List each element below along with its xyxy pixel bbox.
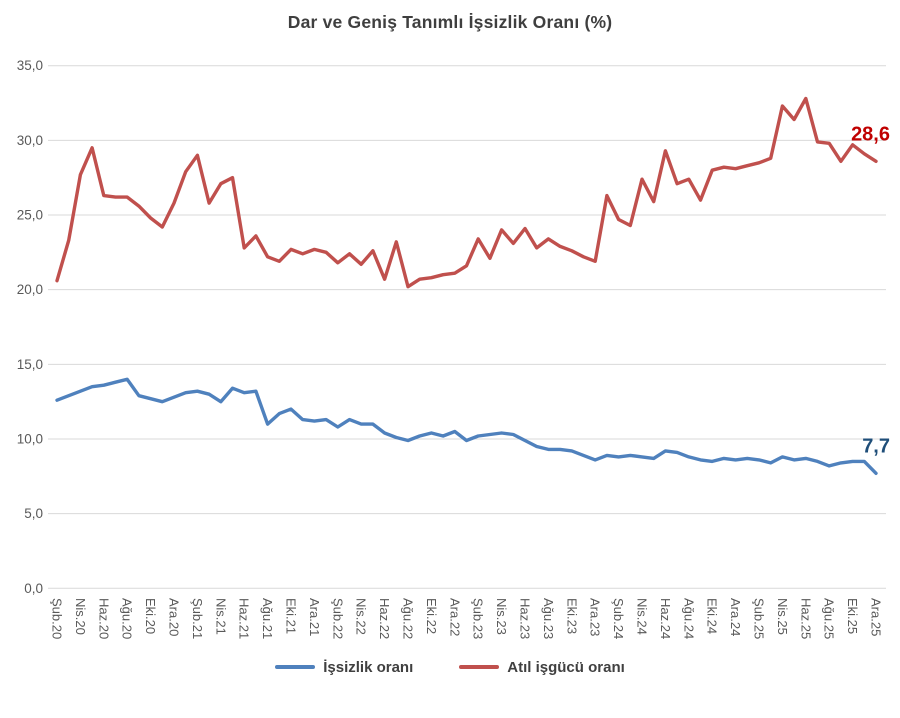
x-axis-tick-label: Eki.21	[284, 598, 299, 634]
blue-line-swatch-icon	[275, 665, 316, 669]
chart-legend: İşsizlik oranı Atıl işgücü oranı	[0, 650, 900, 684]
x-axis-tick-label: Ağu.20	[120, 598, 135, 639]
x-axis-tick-label: Ağu.25	[822, 598, 837, 639]
idle-labor-end-value-label: 28,6	[851, 123, 890, 145]
x-axis-tick-label: Ağu.22	[401, 598, 416, 639]
x-axis-tick-label: Nis.21	[213, 598, 228, 635]
x-axis-tick-label: Haz.21	[237, 598, 252, 639]
x-axis-tick-label: Eki.22	[424, 598, 439, 634]
legend-label-atil-isgucu-orani: Atıl işgücü oranı	[507, 658, 625, 676]
x-axis-tick-label: Eki.25	[845, 598, 860, 634]
line-chart-plot: 0,0 5,0 10,0 15,0 20,0 25,0 30,0 35,0 Şub.20 Nis.…	[17, 58, 890, 639]
x-axis-tick-label: Nis.25	[775, 598, 790, 635]
legend-item-issizlik-orani: İşsizlik oranı	[275, 659, 413, 676]
x-axis-tick-label: Ara.21	[307, 598, 322, 636]
y-axis-tick-label: 15,0	[17, 357, 43, 372]
y-axis-tick-label: 5,0	[24, 506, 43, 521]
x-axis-tick-label: Şub.25	[752, 598, 767, 639]
x-axis-tick-label: Şub.20	[50, 598, 65, 639]
chart-title: Dar ve Geniş Tanımlı İşsizlik Oranı (%)	[287, 12, 613, 32]
x-axis-tick-label: Haz.24	[658, 598, 673, 639]
x-axis-tick-label: Ara.25	[869, 598, 884, 636]
unemployment-end-value-label: 7,7	[862, 435, 890, 457]
x-axis-tick-label: Haz.23	[518, 598, 533, 639]
x-axis-tick-label: Nis.24	[635, 598, 650, 635]
idle-labor-rate-line	[55, 96, 878, 289]
unemployment-rate-line	[55, 377, 878, 475]
red-line-swatch-icon	[459, 665, 500, 669]
y-axis-tick-label: 35,0	[17, 58, 43, 73]
y-axis-tick-label: 10,0	[17, 431, 43, 446]
x-axis-tick-label: Şub.23	[471, 598, 486, 639]
x-axis-tick-label: Nis.20	[73, 598, 88, 635]
y-axis-tick-label: 25,0	[17, 208, 43, 223]
x-axis-tick-label: Ağu.24	[681, 598, 696, 639]
x-axis-tick-label: Şub.24	[611, 598, 626, 639]
x-axis-tick-label: Ara.20	[167, 598, 182, 636]
x-axis-tick-label: Haz.20	[96, 598, 111, 639]
x-axis-tick-label: Haz.25	[798, 598, 813, 639]
x-axis-tick-label: Ağu.23	[541, 598, 556, 639]
x-axis-tick-label: Eki.23	[564, 598, 579, 634]
x-axis-tick-label: Ara.24	[728, 598, 743, 636]
x-axis-tick-label: Şub.21	[190, 598, 205, 639]
x-axis-tick-label: Eki.20	[143, 598, 158, 634]
x-axis-tick-label: Nis.22	[354, 598, 369, 635]
legend-label-issizlik-orani: İşsizlik oranı	[323, 658, 414, 676]
y-axis-tick-label: 0,0	[24, 581, 43, 596]
y-axis-tick-label: 30,0	[17, 133, 43, 148]
x-axis-tick-label: Eki.24	[705, 598, 720, 634]
y-axis-tick-label: 20,0	[17, 282, 43, 297]
x-axis-tick-label: Şub.22	[330, 598, 345, 639]
x-axis-tick-label: Nis.23	[494, 598, 509, 635]
x-axis-tick-label: Ara.22	[447, 598, 462, 636]
x-axis-tick-label: Ara.23	[588, 598, 603, 636]
x-axis-tick-label: Ağu.21	[260, 598, 275, 639]
legend-item-atil-isgucu-orani: Atıl işgücü oranı	[459, 659, 625, 676]
x-axis-tick-label: Haz.22	[377, 598, 392, 639]
